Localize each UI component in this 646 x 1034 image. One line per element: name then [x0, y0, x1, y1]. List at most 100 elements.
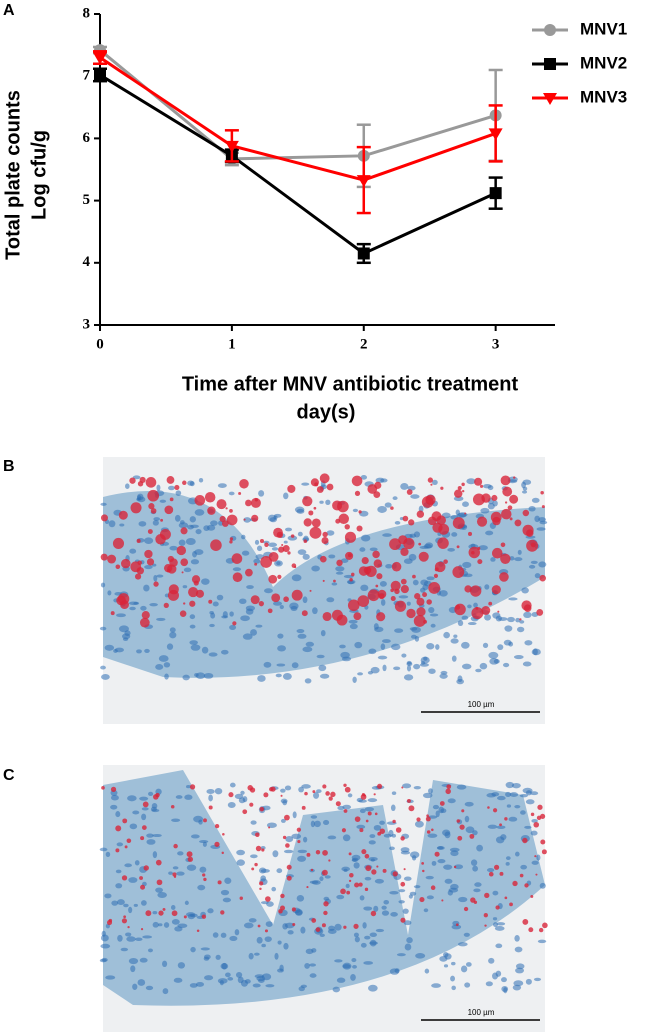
- cell: [155, 887, 163, 893]
- lipid: [541, 505, 545, 509]
- lipid: [361, 849, 367, 855]
- cell: [292, 811, 297, 819]
- cell: [325, 499, 331, 505]
- cell: [182, 585, 188, 589]
- cell: [426, 643, 435, 650]
- lipid: [443, 559, 448, 564]
- lipid: [323, 910, 328, 916]
- lipid: [232, 572, 243, 583]
- lipid: [291, 589, 303, 601]
- lipid: [392, 871, 398, 877]
- lipid: [174, 484, 180, 490]
- lipid: [348, 879, 352, 883]
- cell: [393, 666, 401, 671]
- cell: [460, 965, 468, 973]
- cell: [463, 573, 473, 578]
- cell: [172, 866, 179, 870]
- lipid: [418, 542, 422, 546]
- cell: [183, 567, 192, 573]
- cell: [156, 574, 164, 578]
- cell: [243, 922, 254, 929]
- cell: [313, 791, 320, 799]
- cell: [509, 556, 515, 561]
- lipid: [471, 550, 475, 555]
- cell: [505, 856, 511, 861]
- series-line: [99, 73, 497, 256]
- lipid: [162, 907, 166, 911]
- lipid: [303, 518, 312, 527]
- lipid: [370, 910, 377, 917]
- lipid: [367, 589, 380, 602]
- lipid: [530, 542, 536, 548]
- cell: [184, 900, 189, 906]
- cell: [363, 906, 373, 911]
- lipid: [373, 559, 383, 568]
- cell: [207, 908, 214, 914]
- cell: [428, 606, 435, 614]
- lipid: [204, 491, 216, 503]
- cell: [116, 842, 124, 847]
- cell: [437, 858, 446, 864]
- lipid: [144, 549, 153, 559]
- cell: [364, 807, 375, 812]
- cell: [326, 597, 335, 603]
- cell: [524, 825, 532, 829]
- lipid: [156, 879, 163, 886]
- cell: [122, 637, 129, 642]
- lipid: [433, 573, 439, 578]
- lipid: [423, 619, 428, 624]
- cell: [186, 784, 191, 789]
- y-tick-label: 4: [83, 254, 91, 270]
- cell: [487, 485, 494, 491]
- cell: [413, 663, 421, 670]
- cell: [474, 882, 482, 887]
- cell: [267, 514, 277, 522]
- cell: [128, 877, 138, 883]
- cell: [250, 629, 257, 636]
- lipid: [188, 587, 199, 598]
- cell: [105, 851, 111, 858]
- lipid: [483, 913, 488, 918]
- cell: [488, 651, 499, 659]
- lipid: [195, 589, 205, 598]
- lipid: [120, 600, 129, 610]
- lipid: [455, 604, 461, 610]
- cell: [107, 590, 112, 596]
- lipid: [463, 906, 469, 912]
- cell: [235, 971, 243, 978]
- cell: [266, 901, 274, 907]
- cell: [224, 877, 232, 884]
- micrograph: 100 µm: [99, 457, 548, 724]
- lipid: [142, 801, 149, 808]
- lipid: [322, 784, 327, 789]
- cell: [291, 574, 302, 582]
- lipid: [239, 479, 249, 489]
- lipid: [492, 516, 501, 526]
- lipid: [313, 506, 317, 510]
- lipid: [534, 855, 537, 858]
- lipid: [431, 828, 434, 832]
- lipid: [173, 843, 178, 849]
- cell: [447, 890, 453, 896]
- lipid: [371, 869, 377, 875]
- cell: [390, 912, 398, 917]
- cell: [447, 798, 456, 804]
- lipid: [140, 884, 146, 890]
- lipid: [497, 610, 500, 613]
- lipid: [422, 869, 425, 873]
- lipid: [536, 609, 544, 616]
- cell: [275, 673, 282, 678]
- lipid: [519, 618, 522, 621]
- lipid: [123, 915, 127, 919]
- lipid: [255, 845, 262, 852]
- lipid: [150, 508, 157, 514]
- cell: [152, 520, 159, 526]
- lipid: [280, 905, 286, 911]
- lipid: [540, 813, 546, 819]
- lipid: [228, 792, 234, 798]
- lipid: [326, 483, 334, 491]
- lipid: [499, 572, 509, 582]
- lipid: [374, 481, 382, 489]
- cell: [129, 606, 136, 611]
- lipid: [524, 883, 529, 888]
